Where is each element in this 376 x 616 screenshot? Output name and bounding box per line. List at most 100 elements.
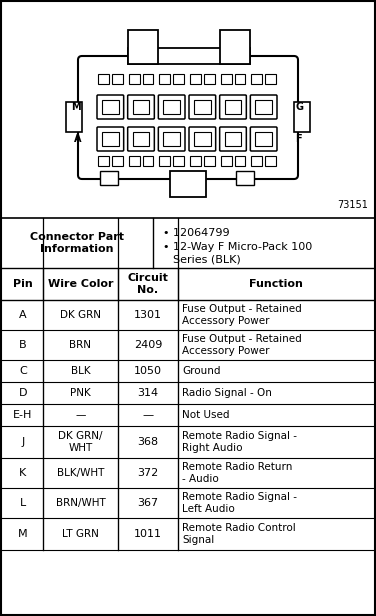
Bar — [102, 132, 119, 146]
Bar — [163, 100, 180, 114]
Bar — [133, 132, 149, 146]
Text: Wire Color: Wire Color — [48, 279, 113, 289]
Bar — [294, 102, 310, 132]
Text: • 12-Way F Micro-Pack 100: • 12-Way F Micro-Pack 100 — [163, 242, 312, 252]
Bar — [265, 156, 276, 166]
Text: BRN/WHT: BRN/WHT — [56, 498, 105, 508]
Text: 367: 367 — [138, 498, 159, 508]
Bar — [66, 102, 82, 132]
Bar — [159, 74, 170, 84]
Bar — [159, 156, 170, 166]
Text: Not Used: Not Used — [182, 410, 229, 420]
Bar — [225, 132, 241, 146]
Text: M: M — [71, 102, 81, 112]
Bar — [236, 171, 254, 185]
FancyBboxPatch shape — [250, 95, 277, 119]
Text: Function: Function — [249, 279, 302, 289]
Bar — [204, 74, 215, 84]
Bar — [251, 74, 262, 84]
Text: 314: 314 — [138, 388, 159, 398]
Bar — [112, 74, 123, 84]
Text: K: K — [20, 468, 27, 478]
Bar — [112, 156, 123, 166]
FancyBboxPatch shape — [128, 127, 154, 151]
Text: A: A — [19, 310, 27, 320]
Text: Series (BLK): Series (BLK) — [173, 255, 241, 265]
Bar — [235, 74, 245, 84]
Text: DK GRN/
WHT: DK GRN/ WHT — [58, 431, 103, 453]
Text: Radio Signal - On: Radio Signal - On — [182, 388, 272, 398]
FancyBboxPatch shape — [158, 127, 185, 151]
Bar — [100, 171, 118, 185]
Bar — [221, 156, 232, 166]
Text: —: — — [143, 410, 153, 420]
Bar — [194, 100, 211, 114]
Bar — [221, 74, 232, 84]
Text: M: M — [18, 529, 28, 539]
Text: A: A — [73, 134, 81, 144]
Bar — [220, 30, 250, 64]
Text: BLK/WHT: BLK/WHT — [57, 468, 104, 478]
Text: Remote Radio Control
Signal: Remote Radio Control Signal — [182, 523, 296, 545]
Text: BRN: BRN — [70, 340, 91, 350]
Text: 368: 368 — [138, 437, 159, 447]
Bar — [255, 132, 272, 146]
FancyBboxPatch shape — [250, 127, 277, 151]
Text: • 12064799: • 12064799 — [163, 228, 230, 238]
Bar — [143, 74, 153, 84]
Text: BLK: BLK — [71, 366, 90, 376]
Bar — [129, 74, 139, 84]
Bar — [98, 156, 109, 166]
Text: 372: 372 — [137, 468, 159, 478]
Text: Pin: Pin — [13, 279, 33, 289]
FancyBboxPatch shape — [220, 127, 246, 151]
Bar — [102, 100, 119, 114]
Bar — [255, 100, 272, 114]
Bar — [194, 132, 211, 146]
Text: Fuse Output - Retained
Accessory Power: Fuse Output - Retained Accessory Power — [182, 334, 302, 356]
FancyBboxPatch shape — [128, 95, 154, 119]
FancyBboxPatch shape — [189, 127, 216, 151]
Bar — [170, 171, 206, 197]
FancyBboxPatch shape — [97, 127, 124, 151]
Text: Remote Radio Signal -
Left Audio: Remote Radio Signal - Left Audio — [182, 492, 297, 514]
FancyBboxPatch shape — [189, 95, 216, 119]
Text: L: L — [20, 498, 26, 508]
Bar — [133, 100, 149, 114]
Text: 1011: 1011 — [134, 529, 162, 539]
Text: G: G — [295, 102, 303, 112]
Text: 1301: 1301 — [134, 310, 162, 320]
Text: Remote Radio Return
- Audio: Remote Radio Return - Audio — [182, 462, 293, 484]
FancyBboxPatch shape — [158, 95, 185, 119]
Text: B: B — [19, 340, 27, 350]
Bar — [98, 74, 109, 84]
Bar — [173, 156, 184, 166]
Text: DK GRN: DK GRN — [60, 310, 101, 320]
Bar — [265, 74, 276, 84]
Text: F: F — [295, 134, 302, 144]
Text: C: C — [19, 366, 27, 376]
Text: LT GRN: LT GRN — [62, 529, 99, 539]
Bar — [225, 100, 241, 114]
Text: PNK: PNK — [70, 388, 91, 398]
Text: 2409: 2409 — [134, 340, 162, 350]
Text: D: D — [19, 388, 27, 398]
Bar — [190, 74, 201, 84]
Bar — [235, 156, 245, 166]
FancyBboxPatch shape — [78, 56, 298, 179]
Bar — [173, 74, 184, 84]
Text: —: — — [75, 410, 86, 420]
Bar — [128, 30, 158, 64]
FancyBboxPatch shape — [97, 95, 124, 119]
Bar — [129, 156, 139, 166]
Bar — [190, 156, 201, 166]
Text: Ground: Ground — [182, 366, 220, 376]
Bar — [163, 132, 180, 146]
Bar — [128, 48, 250, 64]
Bar — [143, 156, 153, 166]
Bar — [251, 156, 262, 166]
Text: 1050: 1050 — [134, 366, 162, 376]
Text: 73151: 73151 — [337, 200, 368, 210]
Text: E-H: E-H — [13, 410, 33, 420]
Bar — [204, 156, 215, 166]
